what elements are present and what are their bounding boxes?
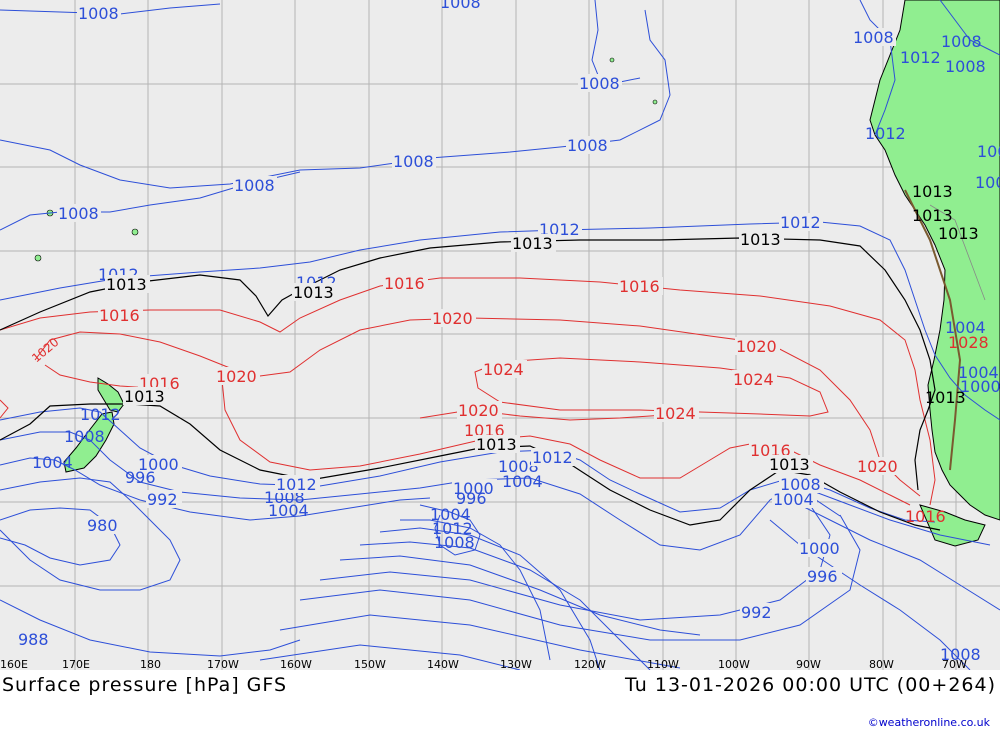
isobar-label: 1008: [853, 28, 894, 47]
isobar-label: 996: [807, 567, 838, 586]
isobar-label: 1013: [106, 275, 147, 294]
footer: [0, 670, 1000, 733]
isobar-label: 1008: [78, 4, 119, 23]
isobar-label: 1016: [905, 507, 946, 526]
isobar-label: 988: [18, 630, 49, 649]
lon-tick: 160W: [280, 658, 312, 670]
isobar-label: 1013: [124, 387, 165, 406]
isobar-label: 1024: [733, 370, 774, 389]
isobar-label: 1028: [948, 333, 989, 352]
map-title: Surface pressure [hPa] GFS: [2, 674, 288, 696]
lon-tick: 80W: [869, 658, 894, 670]
isobar-label: 1000: [799, 539, 840, 558]
isobar-label: 1012: [780, 213, 821, 232]
isobar-label: 1008: [940, 645, 981, 664]
isobar-label: 1012: [432, 519, 473, 538]
isobar-label: 1020: [216, 367, 257, 386]
isobar-label: 1013: [293, 283, 334, 302]
isobar-label: 1020: [458, 401, 499, 420]
isobar-label: 1013: [476, 435, 517, 454]
lon-tick: 150W: [354, 658, 386, 670]
lon-tick: 90W: [796, 658, 821, 670]
isobar-label: 1013: [740, 230, 781, 249]
isobar-label: 1008: [393, 152, 434, 171]
isobar-label: 1008: [440, 0, 481, 12]
isobars-low: [0, 0, 1000, 671]
isobar-label: 1000: [453, 479, 494, 498]
lon-tick: 160E: [0, 658, 28, 670]
isobar-label: 1016: [619, 277, 660, 296]
isobar-label: 1024: [483, 360, 524, 379]
map-svg: 1008 1008 1008 1008 1008 1012 1008 1008 …: [0, 0, 1000, 671]
isobar-label: 1004: [773, 490, 814, 509]
lon-tick: 130W: [500, 658, 532, 670]
lon-tick: 170E: [62, 658, 90, 670]
isobar-label: 1012: [276, 475, 317, 494]
isobar-label: 1000: [138, 455, 179, 474]
isobar-labels-1013: 1013 1013 1013 1013 1013 1013 1013 1013 …: [105, 182, 979, 474]
isobar-label: 1012: [80, 405, 121, 424]
isobar-labels-low: 1008 1008 1008 1008 1008 1012 1008 1008 …: [17, 0, 1000, 664]
isobar-label: 1020: [432, 309, 473, 328]
isobar-label: 1004: [268, 501, 309, 520]
isobar-label: 1008: [434, 533, 475, 552]
isobar-label: 1000: [975, 173, 1000, 192]
lon-tick: 120W: [574, 658, 606, 670]
isobar-label: 1008: [941, 32, 982, 51]
isobar-label: 1008: [567, 136, 608, 155]
isobar-label: 1008: [64, 427, 105, 446]
isobar-label: 1024: [655, 404, 696, 423]
isobar-labels-high: 1016 1016 1016 1020 1016 1020 1024 1020 …: [29, 274, 989, 526]
isobar-label: 1016: [99, 306, 140, 325]
isobar-label: 1000: [960, 377, 1000, 396]
lon-tick: 140W: [427, 658, 459, 670]
tierra-del-fuego: [919, 504, 986, 547]
isobar-label: 996: [125, 468, 156, 487]
lon-tick: 110W: [647, 658, 679, 670]
isobar-label: 1004: [958, 363, 999, 382]
isobar-label: 1008: [58, 204, 99, 223]
isobar-label: 1013: [925, 388, 966, 407]
isobar-label: 996: [456, 489, 487, 508]
isobar-label: 1004: [945, 318, 986, 337]
isobar-label: 1016: [384, 274, 425, 293]
isobar-label: 1008: [945, 57, 986, 76]
isobar-label: 1012: [900, 48, 941, 67]
isobar-label: 1012: [865, 124, 906, 143]
isobar-label: 1013: [912, 182, 953, 201]
isobar-label: 1008: [579, 74, 620, 93]
copyright[interactable]: ©weatheronline.co.uk: [867, 716, 990, 729]
isobar-label: 1020: [857, 457, 898, 476]
lon-tick: 100W: [718, 658, 750, 670]
isobar-label: 992: [741, 603, 772, 622]
isobar-label: 1013: [912, 206, 953, 225]
lon-tick: 70W: [942, 658, 967, 670]
isobar-label: 980: [87, 516, 118, 535]
isobar-label: 1004: [502, 472, 543, 491]
isobar-label: 1020: [29, 335, 61, 365]
forecast-datetime: Tu 13-01-2026 00:00 UTC (00+264): [625, 674, 996, 696]
south-america-landmass: [869, 0, 1000, 547]
isobar-label: 1008: [498, 457, 539, 476]
pressure-map: 1008 1008 1008 1008 1008 1012 1008 1008 …: [0, 0, 1000, 671]
isobar-label: 1004: [32, 453, 73, 472]
lat-lon-grid: [0, 0, 1000, 670]
isobar-label: 1013: [769, 455, 810, 474]
isobar-label: 1008: [780, 475, 821, 494]
isobar-label: 1013: [938, 224, 979, 243]
longitude-axis: 160E 170E 180 170W 160W 150W 140W 130W 1…: [0, 658, 967, 671]
isobar-label: 1013: [512, 234, 553, 253]
isobar-label: 1020: [736, 337, 777, 356]
isobar-label: 1012: [532, 448, 573, 467]
lon-tick: 170W: [207, 658, 239, 670]
lon-tick: 180: [140, 658, 161, 670]
isobar-label: 1004: [430, 505, 471, 524]
isobar-label: 992: [147, 490, 178, 509]
isobar-label: 1008: [977, 142, 1000, 161]
isobar-label: 1008: [234, 176, 275, 195]
